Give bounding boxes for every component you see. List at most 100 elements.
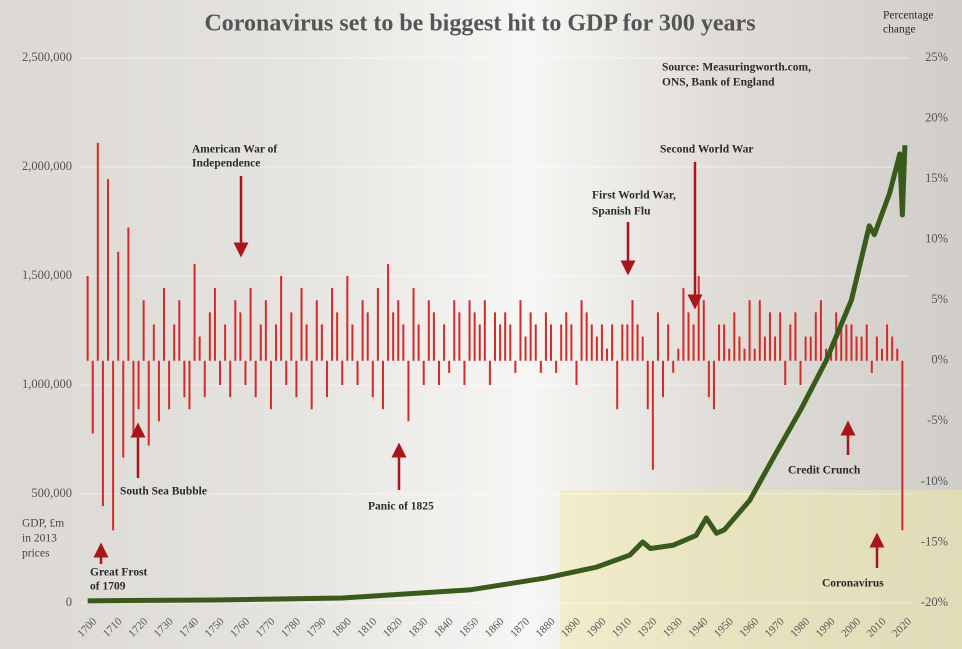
- annotation: Independence: [192, 158, 260, 170]
- bar: [784, 360, 787, 385]
- bar: [499, 324, 502, 361]
- bar: [850, 324, 853, 361]
- bar: [763, 336, 766, 361]
- bar: [585, 312, 588, 361]
- bar: [524, 336, 527, 361]
- bar: [458, 312, 461, 361]
- bar: [656, 312, 659, 361]
- bar: [891, 336, 894, 361]
- bar: [570, 324, 573, 361]
- bar: [229, 360, 232, 398]
- bar: [758, 300, 761, 361]
- bar: [107, 179, 110, 361]
- bar: [310, 360, 313, 410]
- bar: [514, 360, 517, 373]
- bar: [295, 360, 298, 398]
- bar: [427, 300, 430, 361]
- bar: [432, 312, 435, 361]
- bar: [509, 324, 512, 361]
- bar: [157, 360, 160, 422]
- bar: [127, 227, 130, 361]
- bar: [183, 360, 186, 398]
- bar: [580, 300, 583, 361]
- bar: [315, 300, 318, 361]
- bar: [422, 360, 425, 385]
- y2-tick-label: -20%: [921, 595, 948, 609]
- bar: [743, 348, 746, 361]
- bar: [407, 360, 410, 422]
- bar: [611, 324, 614, 361]
- bar: [860, 336, 863, 361]
- bar: [448, 360, 451, 373]
- bar: [646, 360, 649, 410]
- y2-tick-label: 0%: [931, 353, 948, 367]
- bar: [234, 300, 237, 361]
- annotation: Panic of 1825: [368, 501, 434, 513]
- bar: [443, 324, 446, 361]
- bar: [376, 288, 379, 361]
- bar: [336, 312, 339, 361]
- bar: [402, 324, 405, 361]
- annotation: of 1709: [90, 581, 126, 593]
- bar: [875, 336, 878, 361]
- bar: [483, 300, 486, 361]
- bar: [692, 324, 695, 361]
- bar: [651, 360, 654, 470]
- bar: [519, 300, 522, 361]
- bar: [896, 348, 899, 361]
- bar: [264, 300, 267, 361]
- y-axis-label: in 2013: [22, 533, 57, 545]
- bar: [804, 336, 807, 361]
- bar: [626, 324, 629, 361]
- bar: [529, 312, 532, 361]
- y2-tick-label: 15%: [925, 171, 948, 185]
- bar: [595, 336, 598, 361]
- bar: [886, 324, 889, 361]
- bar: [285, 360, 288, 385]
- labels: Percentage change GDP, £m in 2013 prices…: [22, 10, 933, 593]
- y-tick-label: 0: [66, 595, 72, 609]
- y-axis-label: GDP, £m: [22, 518, 64, 530]
- bar: [152, 324, 155, 361]
- y2-tick-label: 10%: [925, 232, 948, 246]
- bar: [870, 360, 873, 373]
- bar: [600, 324, 603, 361]
- bar: [453, 300, 456, 361]
- source: ONS, Bank of England: [662, 77, 775, 89]
- bar: [789, 324, 792, 361]
- bar: [738, 336, 741, 361]
- y-tick-label: 1,500,000: [22, 268, 72, 282]
- bar: [117, 251, 120, 361]
- bar: [880, 348, 883, 361]
- bar: [641, 336, 644, 361]
- bar: [259, 324, 262, 361]
- bar: [173, 324, 176, 361]
- annotation: Spanish Flu: [592, 206, 651, 218]
- bar: [901, 360, 904, 531]
- bar: [213, 288, 216, 361]
- y2-axis-label: change: [883, 24, 916, 36]
- bar: [534, 324, 537, 361]
- bar: [733, 312, 736, 361]
- bar: [412, 288, 415, 361]
- annotation: South Sea Bubble: [120, 486, 207, 498]
- bar: [590, 324, 593, 361]
- bar: [96, 142, 99, 361]
- bar: [361, 300, 364, 361]
- bar: [168, 360, 171, 410]
- bar: [718, 324, 721, 361]
- bar: [392, 312, 395, 361]
- bar: [142, 300, 145, 361]
- bar: [397, 300, 400, 361]
- bar: [707, 360, 710, 398]
- bar: [697, 276, 700, 361]
- bar: [616, 360, 619, 410]
- bar: [544, 312, 547, 361]
- bar: [193, 263, 196, 361]
- bar: [86, 276, 89, 361]
- bar: [198, 336, 201, 361]
- bar: [677, 348, 680, 361]
- chart-title: Coronavirus set to be biggest hit to GDP…: [204, 11, 755, 37]
- y-tick-label: 2,000,000: [22, 159, 72, 173]
